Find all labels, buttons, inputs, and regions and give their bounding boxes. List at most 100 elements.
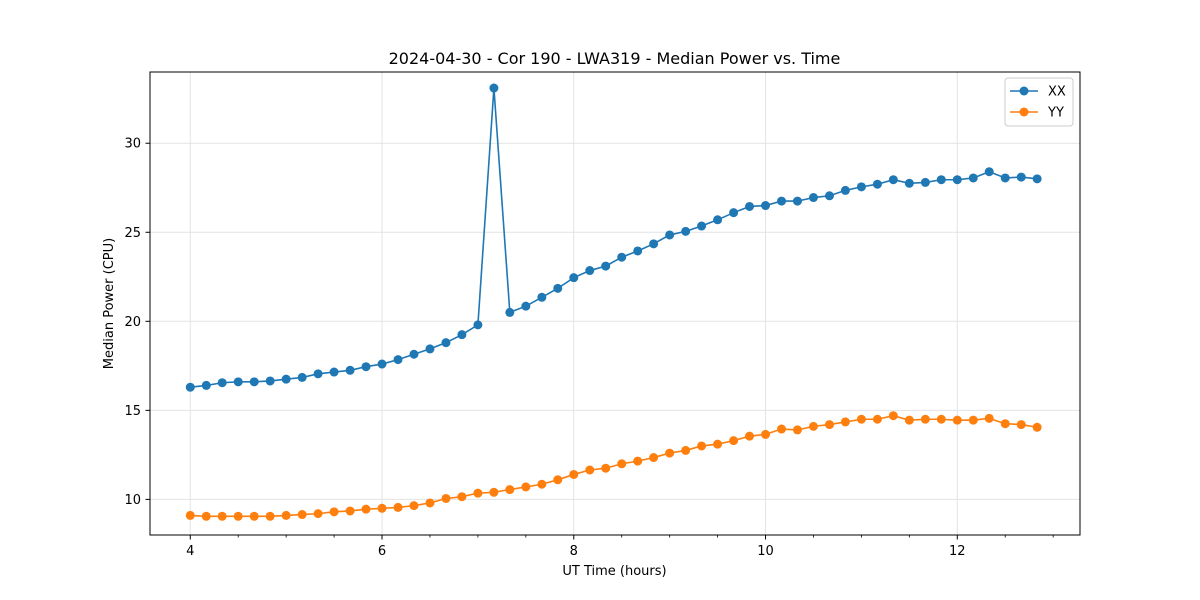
data-point-xx (281, 374, 291, 384)
legend-label-yy: YY (1047, 106, 1064, 121)
data-point-xx (201, 380, 211, 390)
data-point-xx (1016, 172, 1026, 182)
y-tick-label: 10 (124, 493, 141, 508)
data-point-xx (968, 173, 978, 183)
data-point-yy (697, 441, 707, 451)
legend-marker-xx (1019, 86, 1029, 96)
data-point-xx (792, 196, 802, 206)
data-point-yy (713, 439, 723, 449)
data-point-yy (761, 429, 771, 439)
data-point-yy (249, 511, 259, 521)
data-point-yy (633, 456, 643, 466)
data-point-xx (697, 221, 707, 231)
data-point-yy (792, 425, 802, 435)
data-point-yy (313, 509, 323, 519)
data-point-xx (681, 226, 691, 236)
data-point-yy (872, 414, 882, 424)
data-point-xx (888, 175, 898, 185)
data-point-yy (904, 415, 914, 425)
data-point-xx (393, 355, 403, 365)
data-point-yy (649, 453, 659, 463)
data-point-yy (425, 498, 435, 508)
data-point-yy (601, 463, 611, 473)
data-point-yy (665, 448, 675, 458)
data-point-xx (904, 178, 914, 188)
data-point-xx (489, 83, 499, 93)
data-point-xx (313, 369, 323, 379)
data-point-xx (473, 320, 483, 330)
data-point-yy (1032, 422, 1042, 432)
data-point-xx (233, 377, 243, 387)
data-point-xx (665, 230, 675, 240)
legend-marker-yy (1019, 107, 1029, 117)
data-point-xx (361, 362, 371, 372)
data-point-xx (377, 359, 387, 369)
data-point-yy (281, 510, 291, 520)
data-point-xx (185, 382, 195, 392)
data-point-yy (936, 414, 946, 424)
data-point-yy (361, 504, 371, 514)
data-point-xx (425, 344, 435, 354)
data-point-yy (920, 414, 930, 424)
x-tick-label: 8 (570, 544, 578, 559)
data-point-xx (761, 201, 771, 211)
data-point-xx (569, 273, 579, 283)
data-point-yy (329, 507, 339, 517)
data-point-xx (441, 338, 451, 348)
data-point-yy (201, 511, 211, 521)
data-point-yy (537, 479, 547, 489)
x-tick-label: 10 (757, 544, 774, 559)
data-point-yy (777, 424, 787, 434)
plot-frame (149, 71, 1081, 536)
data-point-xx (521, 301, 531, 311)
data-point-yy (681, 445, 691, 455)
legend: XX YY (1004, 77, 1074, 127)
data-point-yy (185, 510, 195, 520)
y-tick-label: 15 (124, 404, 141, 419)
data-point-xx (617, 252, 627, 262)
data-point-yy (1016, 420, 1026, 430)
axes: 4 6 8 10 12 10 15 20 25 30 (124, 137, 1054, 559)
data-point-yy (441, 493, 451, 503)
data-point-yy (297, 510, 307, 520)
data-point-yy (217, 511, 227, 521)
data-point-xx (265, 376, 275, 386)
data-point-xx (217, 378, 227, 388)
data-point-yy (617, 459, 627, 469)
chart-title: 2024-04-30 - Cor 190 - LWA319 - Median P… (389, 49, 841, 68)
x-tick-label: 12 (949, 544, 966, 559)
data-point-yy (984, 413, 994, 423)
data-point-xx (1032, 174, 1042, 184)
x-tick-label: 6 (378, 544, 386, 559)
legend-label-xx: XX (1048, 85, 1066, 100)
y-axis-label: Median Power (CPU) (102, 238, 117, 369)
data-point-yy (489, 487, 499, 497)
data-point-yy (585, 465, 595, 475)
x-tick-label: 4 (186, 544, 194, 559)
data-point-yy (521, 482, 531, 492)
data-point-yy (729, 436, 739, 446)
data-point-yy (377, 503, 387, 513)
data-point-xx (633, 246, 643, 256)
data-point-xx (952, 175, 962, 185)
data-point-xx (936, 175, 946, 185)
data-point-yy (856, 414, 866, 424)
data-point-xx (984, 167, 994, 177)
data-point-yy (393, 502, 403, 512)
data-point-yy (233, 511, 243, 521)
data-point-xx (1000, 173, 1010, 183)
data-point-xx (856, 182, 866, 192)
data-point-yy (473, 488, 483, 498)
data-point-xx (553, 283, 563, 293)
y-tick-label: 30 (124, 137, 141, 152)
y-tick-label: 20 (124, 315, 141, 330)
data-point-xx (297, 372, 307, 382)
data-point-xx (840, 185, 850, 195)
data-point-yy (553, 475, 563, 485)
y-tick-label: 25 (124, 226, 141, 241)
data-point-yy (968, 415, 978, 425)
data-point-yy (409, 501, 419, 511)
data-point-yy (824, 420, 834, 430)
data-point-yy (1000, 419, 1010, 429)
